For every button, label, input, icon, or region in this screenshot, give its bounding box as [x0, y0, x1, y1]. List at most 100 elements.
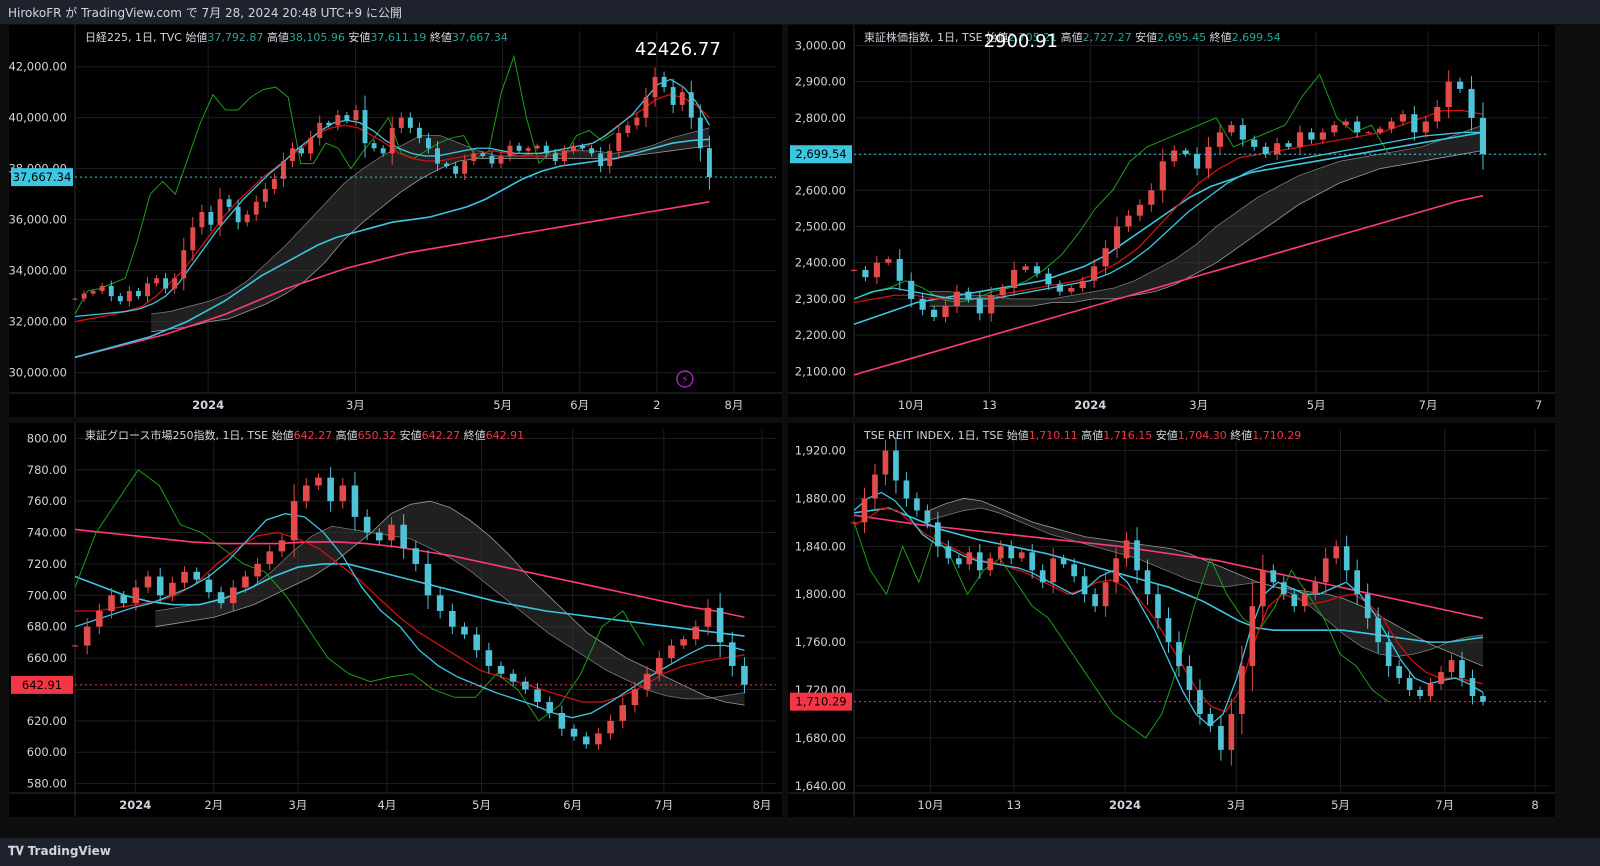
candle: [935, 511, 941, 558]
candle: [254, 557, 261, 583]
y-tick-label: 3,000.00: [795, 38, 846, 52]
candle: [181, 566, 188, 589]
candle: [543, 141, 549, 158]
candle: [987, 552, 994, 577]
candle: [1312, 576, 1319, 601]
chart-panel-topix[interactable]: 2,100.00 2,200.00 2,300.00 2,400.00 2,500.00…: [788, 25, 1555, 417]
x-tick-label: 8月: [753, 798, 772, 812]
candle: [1033, 262, 1041, 278]
candle: [1218, 715, 1224, 761]
price-tag: 37,667.34: [11, 168, 73, 187]
candle: [172, 273, 178, 294]
candle: [380, 145, 386, 157]
candle: [1262, 142, 1269, 159]
y-tick-label: 2,500.00: [795, 219, 846, 233]
x-tick-label: 2: [653, 398, 660, 412]
y-tick-label: 780.00: [27, 463, 67, 477]
candle: [1308, 128, 1315, 144]
y-tick-label: 760.00: [27, 494, 67, 508]
lightning-icon[interactable]: ⚡: [676, 370, 694, 388]
candle: [1457, 77, 1464, 93]
y-tick-label: 1,800.00: [795, 587, 846, 601]
y-tick-label: 700.00: [27, 588, 67, 602]
candle: [371, 139, 377, 152]
cloud-span-b: [929, 150, 1484, 307]
candle: [193, 567, 201, 584]
candle: [861, 487, 868, 534]
candle: [1296, 125, 1304, 154]
candle: [435, 140, 440, 171]
candle: [1251, 135, 1258, 151]
y-tick-label: 2,800.00: [795, 111, 846, 125]
candle: [315, 473, 322, 490]
candle: [108, 280, 114, 302]
candle: [598, 147, 604, 173]
candle: [1148, 183, 1155, 212]
ichimoku-cloud: [151, 127, 710, 332]
candle: [1060, 554, 1067, 568]
price-tag: 2,699.54: [790, 145, 852, 164]
candle: [72, 297, 78, 300]
x-tick-label: 7: [1535, 398, 1542, 412]
tradingview-logo-icon: 𝐓𝐕: [8, 844, 24, 858]
candle: [436, 587, 444, 619]
candle: [924, 504, 931, 529]
x-tick-label: 10月: [898, 398, 924, 412]
candle: [1079, 276, 1086, 293]
x-tick-label: 5月: [472, 798, 491, 812]
candle: [680, 635, 687, 650]
candle: [425, 132, 431, 154]
candle: [489, 151, 495, 168]
y-tick-label: 1,880.00: [795, 491, 846, 505]
chart-panel-growth250[interactable]: 580.00600.00620.00640.00660.00680.00700.…: [9, 423, 782, 817]
candle: [872, 463, 878, 510]
candle: [930, 305, 938, 322]
candle: [242, 570, 249, 594]
chart-panel-reit[interactable]: 1,640.00 1,680.00 1,720.00 1,760.00 1,800.00…: [788, 423, 1555, 817]
candle: [1125, 210, 1132, 232]
candle: [362, 95, 368, 158]
candle: [885, 256, 892, 266]
candle: [217, 586, 225, 609]
candle: [308, 130, 314, 161]
candle: [154, 275, 160, 287]
x-tick-label: 5月: [1331, 798, 1350, 812]
candle: [335, 109, 341, 131]
candle: [278, 534, 286, 557]
candle: [473, 627, 480, 658]
candle: [388, 517, 395, 548]
candle: [71, 644, 79, 647]
chart-svg: 580.00600.00620.00640.00660.00680.00700.…: [9, 423, 782, 817]
candle: [1319, 128, 1326, 144]
candle: [416, 122, 422, 144]
candle: [1354, 559, 1361, 605]
x-tick-label: 10月: [917, 798, 943, 812]
footer-bar: 𝐓𝐕 TradingView: [0, 838, 1600, 866]
candle: [81, 290, 87, 302]
candle: [1159, 148, 1166, 204]
candle: [1050, 547, 1057, 594]
candle: [1270, 564, 1277, 589]
candle: [1056, 280, 1063, 296]
candle: [135, 287, 141, 300]
x-tick-label: 8月: [725, 398, 744, 412]
candle: [697, 104, 703, 162]
x-tick-label: 4月: [378, 798, 397, 812]
candle: [1285, 140, 1292, 150]
candle: [1102, 239, 1109, 275]
y-tick-label: 660.00: [27, 651, 67, 665]
candle: [144, 570, 152, 594]
candle: [1029, 543, 1036, 579]
tradingview-brand[interactable]: 𝐓𝐕 TradingView: [8, 844, 111, 859]
base-line: [74, 138, 710, 359]
candle: [1239, 118, 1246, 147]
candle: [652, 67, 658, 107]
candle: [444, 161, 450, 169]
candle: [522, 677, 529, 694]
chart-panel-nikkei[interactable]: 30,000.0032,000.0034,000.0036,000.0038,0…: [9, 25, 782, 417]
candle: [1207, 708, 1214, 732]
y-tick-label: 1,840.00: [795, 539, 846, 553]
candle: [942, 300, 949, 323]
y-tick-label: 600.00: [27, 745, 67, 759]
candle: [407, 112, 413, 134]
